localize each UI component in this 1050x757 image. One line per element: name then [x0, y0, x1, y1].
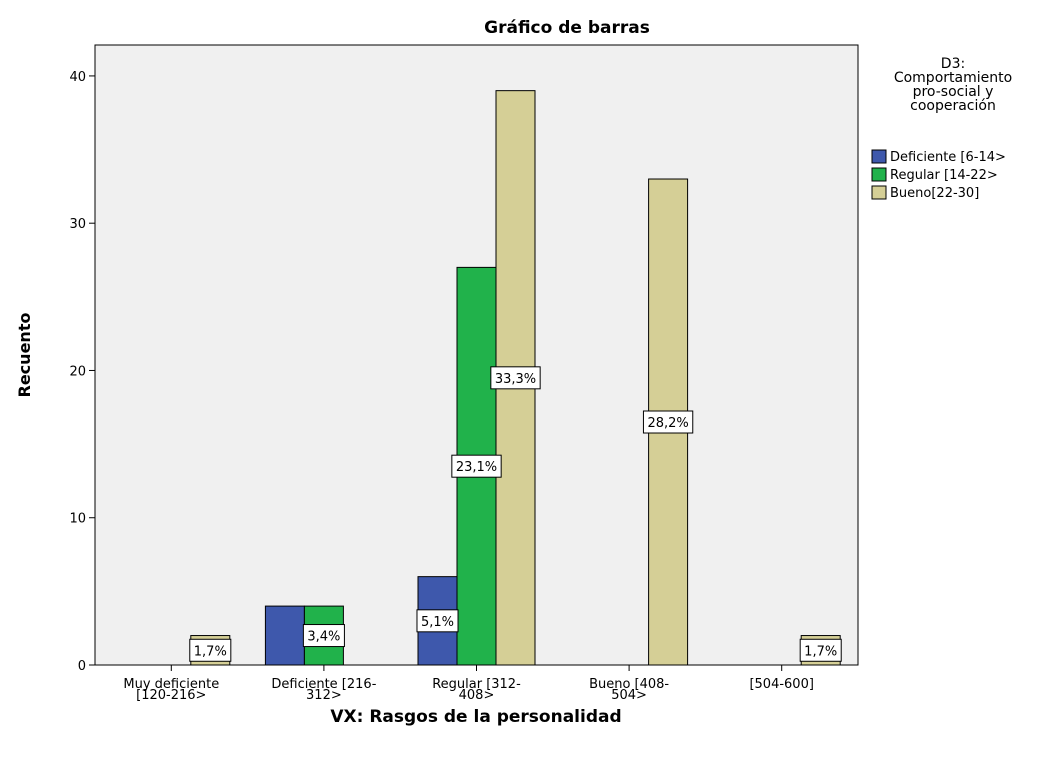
y-tick-label: 10	[69, 512, 86, 527]
value-label: 33,3%	[495, 372, 536, 387]
x-axis-label: VX: Rasgos de la personalidad	[330, 707, 621, 727]
value-label: 23,1%	[456, 460, 497, 475]
legend-swatch	[871, 185, 887, 200]
bar	[264, 605, 305, 666]
legend-swatch	[871, 149, 887, 164]
value-label: 5,1%	[421, 615, 454, 630]
x-tick-label: Bueno [408-504>	[589, 677, 669, 703]
value-label: 1,7%	[194, 644, 227, 659]
value-label: 28,2%	[647, 416, 688, 431]
value-label-box	[799, 638, 842, 662]
value-label-box	[189, 638, 232, 662]
value-label-box	[451, 454, 502, 478]
legend-swatch	[871, 167, 887, 182]
x-tick-label: Muy deficiente [120-216>	[123, 677, 219, 703]
value-label: 1,7%	[804, 644, 837, 659]
legend-label: Bueno[22-30]	[890, 186, 979, 201]
value-label: 3,4%	[307, 630, 340, 645]
chart-title: Gráfico de barras	[484, 18, 650, 38]
y-tick-label: 0	[78, 659, 86, 674]
y-tick-label: 30	[69, 217, 86, 232]
legend-title: D3: Comportamiento pro-social y cooperación	[894, 56, 1012, 114]
legend-label: Regular [14-22>	[890, 168, 998, 183]
value-label-box	[490, 366, 541, 390]
value-label-box	[416, 609, 459, 633]
x-tick-label: Regular [312-408>	[432, 677, 521, 703]
x-tick-label: Deficiente [216-312>	[271, 677, 376, 703]
y-tick-label: 40	[69, 70, 86, 85]
value-label-box	[642, 410, 694, 434]
x-tick-label: [504-600]	[749, 677, 813, 692]
value-label-box	[302, 624, 345, 648]
y-tick-label: 20	[69, 364, 86, 379]
legend-label: Deficiente [6-14>	[890, 150, 1006, 165]
y-axis-label: Recuento	[15, 313, 34, 398]
